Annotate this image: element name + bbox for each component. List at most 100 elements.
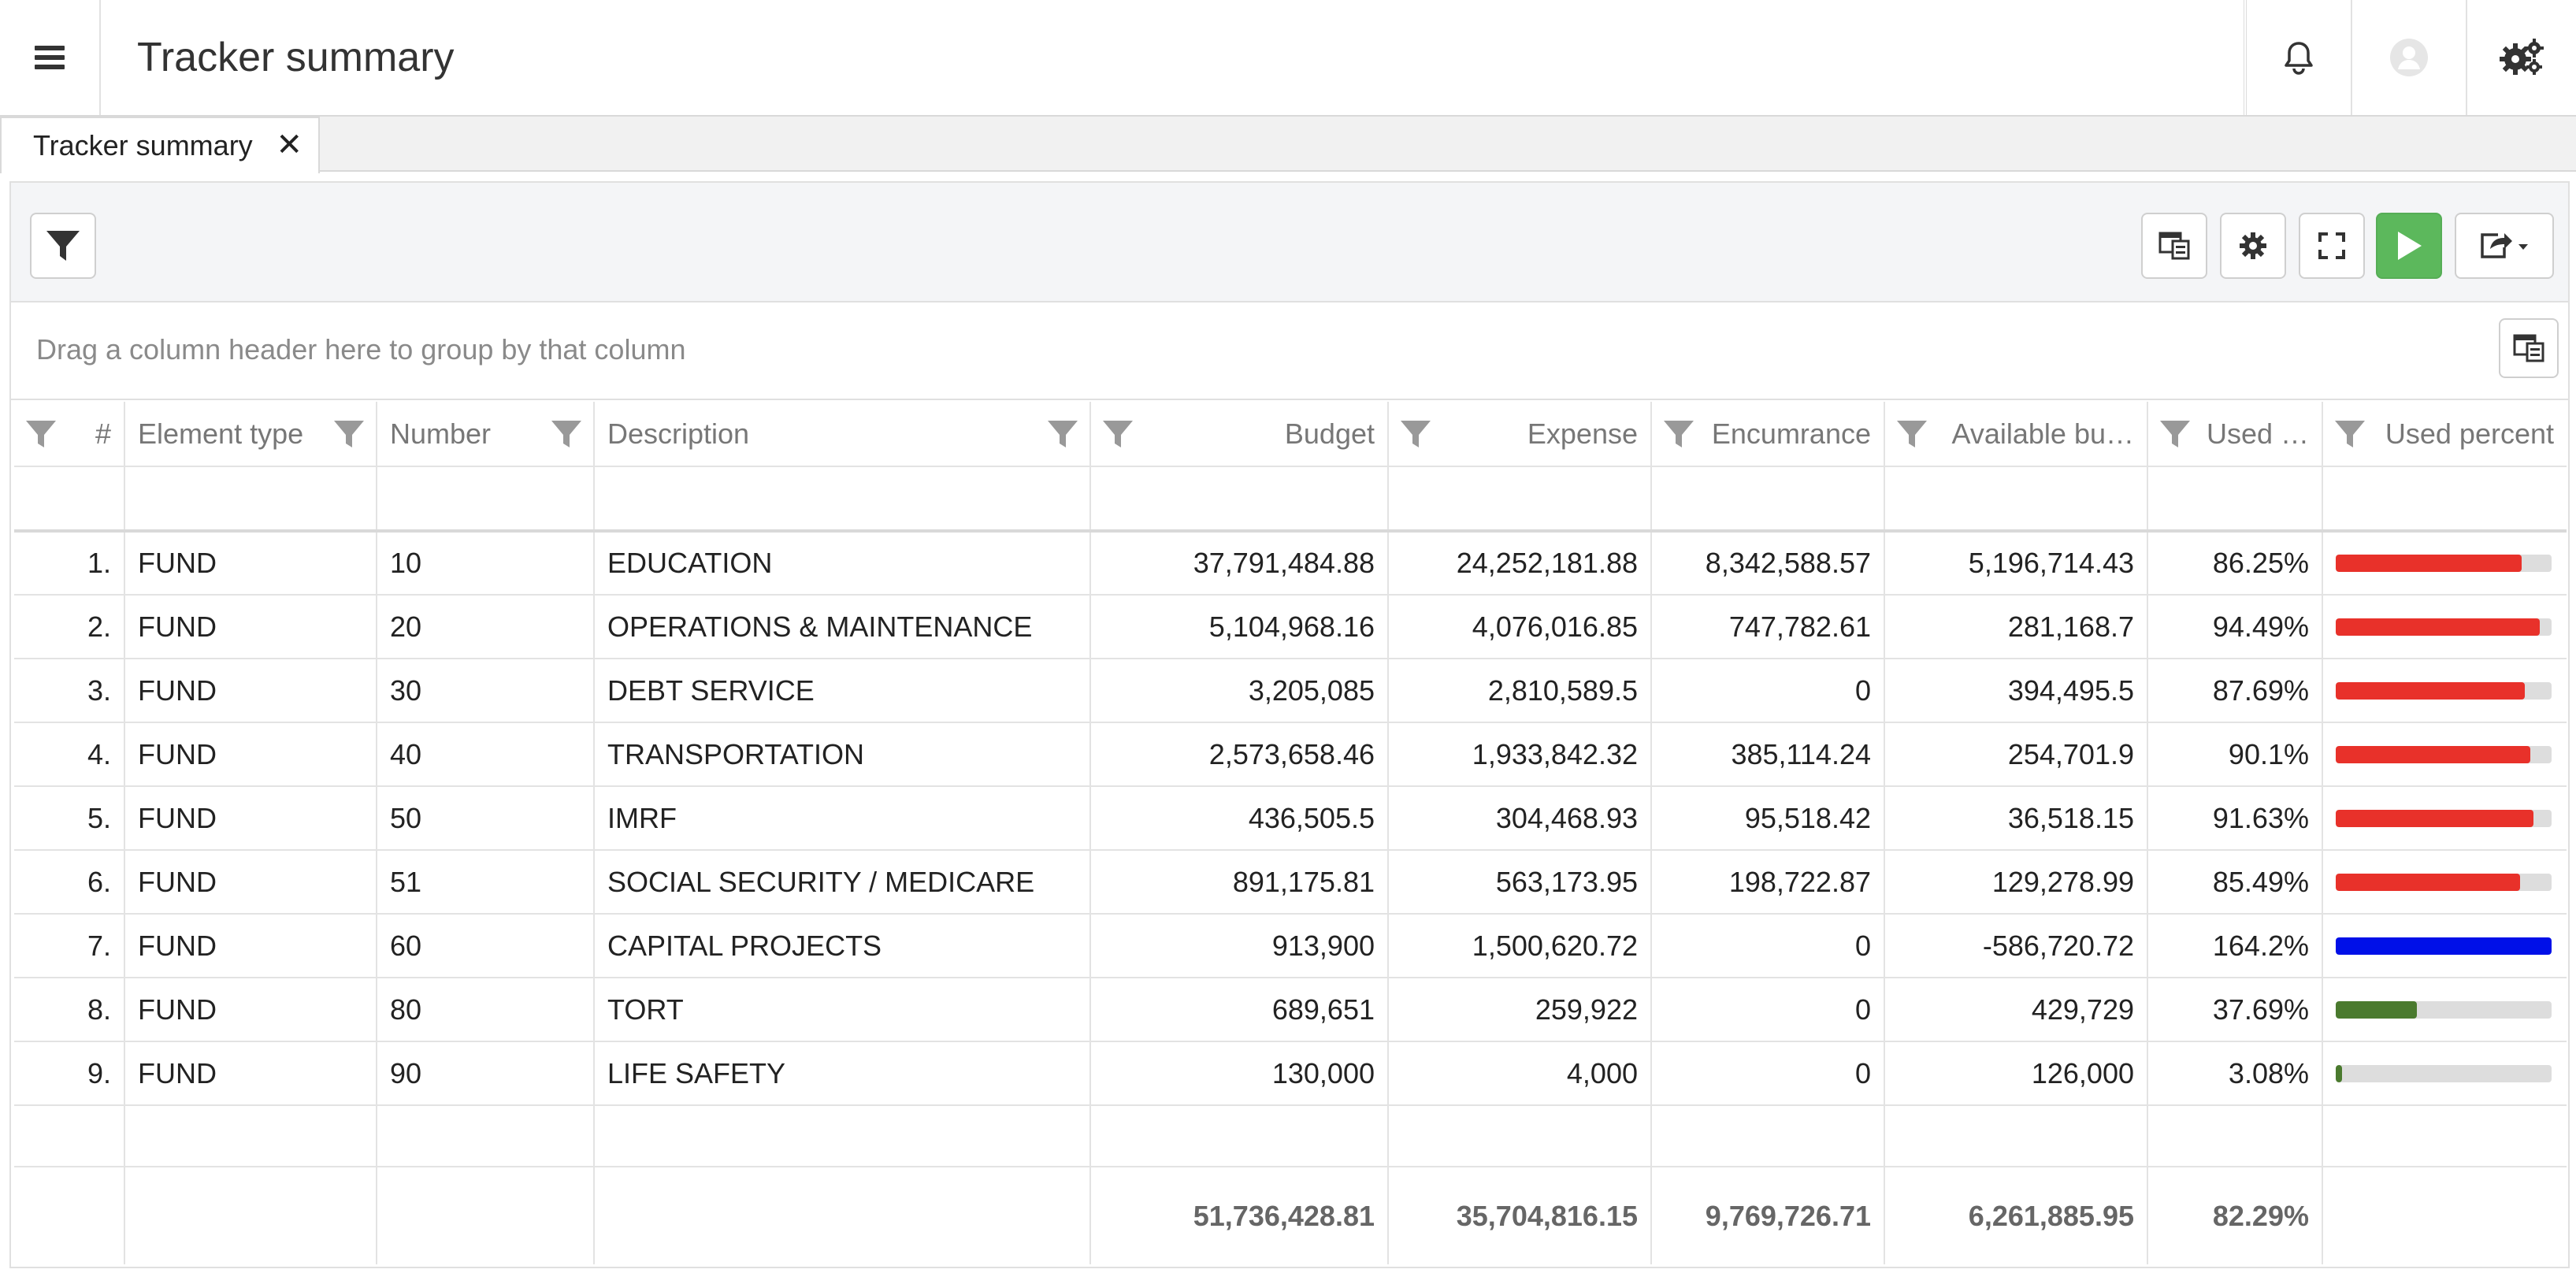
filter-row (14, 466, 2567, 533)
cell-number: 80 (377, 978, 595, 1042)
filter-cell[interactable] (1090, 466, 1389, 533)
gear-icon (2240, 232, 2266, 259)
cell-expense: 24,252,181.88 (1388, 531, 1652, 596)
row-index: 2. (14, 595, 125, 659)
column-header-encumbrance[interactable]: Encumrance (1651, 402, 1885, 467)
table-row[interactable]: 4. FUND 40 TRANSPORTATION 2,573,658.46 1,933,… (14, 722, 2567, 787)
cell-used: 37.69% (2147, 978, 2323, 1042)
cell-expense: 1,500,620.72 (1388, 914, 1652, 978)
used-percent-bar-fill (2336, 745, 2530, 763)
table-row[interactable]: 1. FUND 10 EDUCATION 37,791,484.88 24,252,181… (14, 531, 2567, 596)
column-header-element-type[interactable]: Element type (124, 402, 377, 467)
column-chooser-button[interactable] (2141, 213, 2207, 279)
fullscreen-button[interactable] (2299, 213, 2365, 279)
menu-icon (35, 46, 65, 69)
play-icon (2398, 232, 2422, 260)
expand-icon (2318, 232, 2345, 259)
tab-strip: Tracker summary ✕ (0, 117, 2576, 173)
cell-available-budget: 36,518.15 (1884, 786, 2148, 851)
cell-budget: 5,104,968.16 (1090, 595, 1389, 659)
cell-available-budget: 5,196,714.43 (1884, 531, 2148, 596)
column-header-index[interactable]: # (14, 402, 125, 467)
cell-encumbrance: 0 (1651, 914, 1885, 978)
column-header-description[interactable]: Description (594, 402, 1091, 467)
filter-icon[interactable] (2159, 419, 2191, 451)
filter-icon[interactable] (1400, 419, 1431, 451)
filter-cell[interactable] (2322, 466, 2567, 533)
cell-expense: 259,922 (1388, 978, 1652, 1042)
table-row[interactable]: 9. FUND 90 LIFE SAFETY 130,000 4,000 0 126,000 3… (14, 1041, 2567, 1106)
total-budget: 51,736,428.81 (1090, 1167, 1389, 1264)
cell-budget: 2,573,658.46 (1090, 722, 1389, 787)
cell-expense: 563,173.95 (1388, 850, 1652, 915)
settings-button[interactable] (2466, 0, 2576, 115)
filter-cell[interactable] (1884, 466, 2148, 533)
column-header-budget[interactable]: Budget (1090, 402, 1389, 467)
table-row[interactable]: 8. FUND 80 TORT 689,651 259,922 0 429,729 37.69% (14, 978, 2567, 1042)
toolbar (11, 183, 2568, 302)
notifications-button[interactable] (2244, 0, 2351, 115)
table-row[interactable]: 3. FUND 30 DEBT SERVICE 3,205,085 2,810,589.5… (14, 659, 2567, 723)
cell-available-budget: 281,168.7 (1884, 595, 2148, 659)
filter-icon[interactable] (2334, 419, 2366, 451)
filter-cell[interactable] (594, 466, 1091, 533)
column-chooser-icon (2158, 232, 2190, 260)
column-header-number[interactable]: Number (377, 402, 595, 467)
totals-row: 51,736,428.81 35,704,816.15 9,769,726.71… (14, 1167, 2567, 1264)
filter-cell[interactable] (14, 466, 125, 533)
filter-icon[interactable] (1102, 419, 1134, 451)
cell-used: 3.08% (2147, 1041, 2323, 1106)
filter-icon[interactable] (551, 419, 582, 451)
filter-icon[interactable] (25, 419, 57, 451)
column-header-available-budget[interactable]: Available bu… (1884, 402, 2148, 467)
cell-description: IMRF (594, 786, 1091, 851)
used-percent-bar-fill (2336, 1000, 2418, 1019)
filter-cell[interactable] (1388, 466, 1652, 533)
cell-encumbrance: 747,782.61 (1651, 595, 1885, 659)
used-percent-bar (2336, 873, 2552, 891)
export-dropdown-button[interactable] (2455, 213, 2554, 279)
cell-number: 30 (377, 659, 595, 723)
cell-encumbrance: 0 (1651, 659, 1885, 723)
group-column-chooser-button[interactable] (2499, 318, 2559, 378)
run-button[interactable] (2376, 213, 2442, 279)
filter-cell[interactable] (124, 466, 377, 533)
cell-element-type: FUND (124, 531, 377, 596)
filter-icon[interactable] (333, 419, 365, 451)
cell-available-budget: 129,278.99 (1884, 850, 2148, 915)
cell-number: 40 (377, 722, 595, 787)
cell-element-type: FUND (124, 659, 377, 723)
used-percent-bar-fill (2336, 809, 2534, 827)
tab-tracker-summary[interactable]: Tracker summary ✕ (0, 117, 320, 173)
grid-settings-button[interactable] (2220, 213, 2286, 279)
row-index: 8. (14, 978, 125, 1042)
group-panel[interactable]: Drag a column header here to group by th… (11, 302, 2568, 400)
cell-available-budget: 429,729 (1884, 978, 2148, 1042)
menu-button[interactable] (0, 0, 101, 115)
filter-button[interactable] (30, 213, 96, 279)
filter-cell[interactable] (2147, 466, 2323, 533)
column-header-used[interactable]: Used … (2147, 402, 2323, 467)
cell-element-type: FUND (124, 722, 377, 787)
table-row[interactable]: 7. FUND 60 CAPITAL PROJECTS 913,900 1,500,620… (14, 914, 2567, 978)
filter-icon[interactable] (1663, 419, 1694, 451)
filter-icon[interactable] (1047, 419, 1078, 451)
used-percent-bar (2336, 555, 2552, 572)
row-index: 6. (14, 850, 125, 915)
table-row[interactable]: 5. FUND 50 IMRF 436,505.5 304,468.93 95,518.42… (14, 786, 2567, 851)
cell-encumbrance: 198,722.87 (1651, 850, 1885, 915)
close-icon[interactable]: ✕ (276, 128, 303, 162)
used-percent-bar (2336, 618, 2552, 636)
filter-icon[interactable] (1896, 419, 1928, 451)
table-row[interactable]: 6. FUND 51 SOCIAL SECURITY / MEDICARE 891,17… (14, 850, 2567, 915)
column-header-used-percent[interactable]: Used percent (2322, 402, 2567, 467)
used-percent-bar-fill (2336, 1064, 2343, 1082)
user-menu-button[interactable] (2351, 0, 2466, 115)
row-index: 1. (14, 531, 125, 596)
bell-icon (2285, 42, 2313, 75)
filter-cell[interactable] (377, 466, 595, 533)
filter-cell[interactable] (1651, 466, 1885, 533)
column-header-expense[interactable]: Expense (1388, 402, 1652, 467)
row-index: 7. (14, 914, 125, 978)
table-row[interactable]: 2. FUND 20 OPERATIONS & MAINTENANCE 5,104,96… (14, 595, 2567, 659)
